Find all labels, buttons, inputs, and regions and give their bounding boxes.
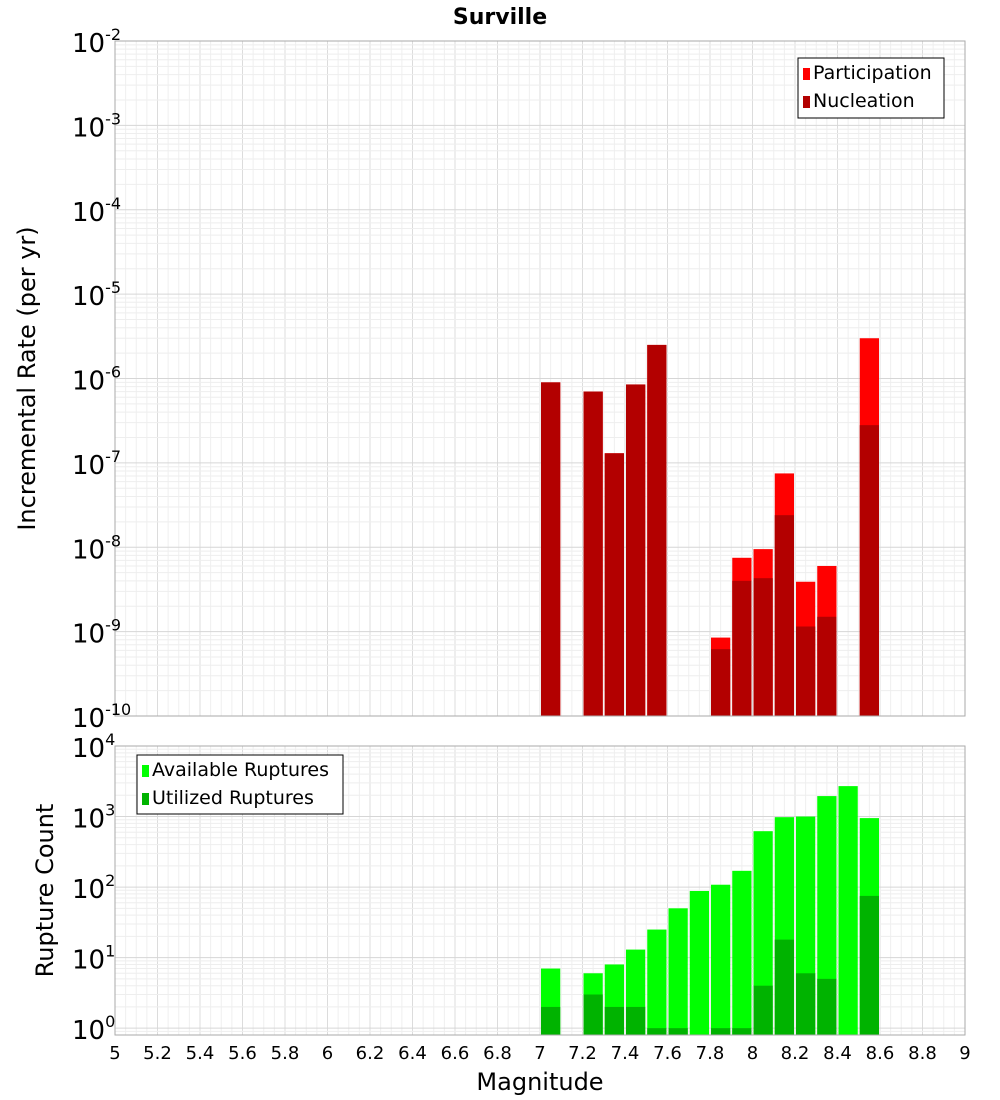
chart-title: Surville [453, 5, 547, 30]
x-tick-label: 7.8 [696, 1043, 725, 1064]
utilized-ruptures-bar [647, 1028, 667, 1035]
y-axis-label: Incremental Rate (per yr) [13, 226, 41, 530]
nucleation-bar [626, 384, 646, 716]
y-tick-label: 104 [72, 730, 115, 764]
x-tick-label: 5.4 [186, 1043, 215, 1064]
x-tick-label: 5.6 [228, 1043, 257, 1064]
x-tick-label: 7.4 [611, 1043, 640, 1064]
available-ruptures-bar [689, 890, 709, 1035]
nucleation-bar [583, 391, 603, 716]
x-ticks: 5 5.2 5.4 5.6 5.8 6 6.2 6.4 6.6 6.8 7 7.2 7.4 7.6 7.8 8… [109, 1043, 970, 1064]
y-tick-label: 10-10 [72, 700, 131, 734]
legend-label: Participation [813, 62, 932, 84]
utilized-ruptures-bar [668, 1028, 688, 1035]
x-tick-label: 8.8 [908, 1043, 937, 1064]
y-tick-label: 101 [72, 942, 115, 976]
utilized-ruptures-bar [753, 985, 773, 1035]
utilized-ruptures-bar [732, 1028, 752, 1035]
x-tick-label: 8.4 [823, 1043, 852, 1064]
available-ruptures-bar [753, 831, 773, 1035]
nucleation-bar [774, 515, 794, 716]
y-tick-label: 10-9 [72, 616, 121, 650]
x-tick-label: 8 [747, 1043, 758, 1064]
utilized-ruptures-bar [859, 895, 879, 1035]
utilized-ruptures-bar [711, 1028, 731, 1035]
nucleation-bar [732, 580, 752, 716]
legend-box [136, 754, 344, 815]
legend-label: Available Ruptures [152, 759, 329, 781]
y-tick-label: 10-6 [72, 363, 121, 397]
utilized-ruptures-series [541, 895, 879, 1035]
legend-label: Nucleation [813, 90, 915, 112]
legend-swatch [142, 765, 149, 777]
y-tick-label: 100 [72, 1012, 115, 1046]
nucleation-bar [711, 649, 731, 716]
available-ruptures-bar [647, 929, 667, 1035]
nucleation-bar [753, 578, 773, 716]
available-ruptures-bar [711, 884, 731, 1035]
y-tick-label: 10-7 [72, 447, 121, 481]
y-tick-label: 10-8 [72, 531, 121, 565]
legend-box [797, 57, 945, 119]
x-tick-label: 6.4 [398, 1043, 427, 1064]
utilized-ruptures-bar [626, 1006, 646, 1035]
x-tick-label: 8.2 [781, 1043, 810, 1064]
nucleation-bar [817, 616, 837, 716]
y-tick-label: 10-5 [72, 278, 121, 312]
y-tick-label: 103 [72, 801, 115, 835]
x-tick-label: 7 [534, 1043, 545, 1064]
x-tick-label: 9 [959, 1043, 970, 1064]
available-ruptures-bar [838, 786, 858, 1035]
x-tick-label: 8.6 [866, 1043, 895, 1064]
x-tick-label: 5.8 [271, 1043, 300, 1064]
legend-swatch [803, 68, 810, 80]
x-tick-label: 5.2 [143, 1043, 172, 1064]
utilized-ruptures-bar [796, 973, 816, 1035]
nucleation-bar [859, 425, 879, 716]
available-ruptures-bar [668, 908, 688, 1035]
y-tick-label: 10-3 [72, 109, 121, 143]
plot-frame [114, 40, 966, 717]
x-tick-label: 6.6 [441, 1043, 470, 1064]
nucleation-bar [796, 626, 816, 716]
x-tick-label: 6.2 [356, 1043, 385, 1064]
rate-panel: 10-2 10-3 10-4 10-5 10-6 10-7 10-8 10-9 10-10 Inc… [13, 25, 966, 734]
plot-frame [114, 745, 966, 1036]
y-tick-label: 10-4 [72, 194, 121, 228]
utilized-ruptures-bar [541, 1006, 561, 1035]
utilized-ruptures-bar [583, 994, 603, 1035]
x-axis-label: Magnitude [476, 1068, 603, 1096]
available-ruptures-bar [732, 870, 752, 1035]
utilized-ruptures-bar [817, 978, 837, 1035]
x-tick-label: 5 [109, 1043, 120, 1064]
y-tick-label: 102 [72, 871, 115, 905]
x-tick-label: 6.8 [483, 1043, 512, 1064]
legend: Available Ruptures Utilized Ruptures [136, 754, 344, 815]
nucleation-bar [604, 453, 624, 716]
nucleation-bar [647, 344, 667, 716]
x-tick-label: 7.2 [568, 1043, 597, 1064]
legend-swatch [803, 96, 810, 108]
utilized-ruptures-bar [604, 1006, 624, 1035]
x-tick-label: 7.6 [653, 1043, 682, 1064]
utilized-ruptures-bar [774, 939, 794, 1035]
nucleation-series [541, 344, 879, 716]
available-ruptures-bar [817, 796, 837, 1035]
x-tick-label: 6 [322, 1043, 333, 1064]
count-panel: 104 103 102 101 100 Rupture Count Available Ru… [31, 730, 966, 1046]
legend: Participation Nucleation [797, 57, 945, 119]
y-axis-label: Rupture Count [31, 804, 59, 978]
y-tick-label: 10-2 [72, 25, 121, 59]
legend-label: Utilized Ruptures [152, 787, 314, 809]
nucleation-bar [541, 382, 561, 716]
legend-swatch [142, 793, 149, 805]
